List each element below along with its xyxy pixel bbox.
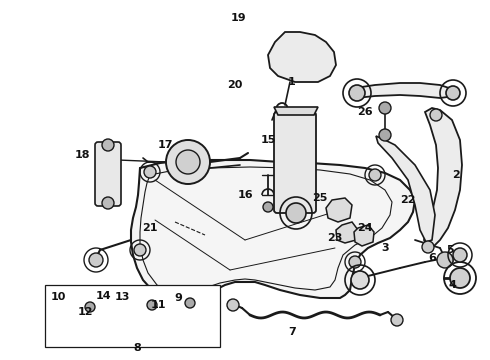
Text: 10: 10 [50,292,66,302]
Text: 19: 19 [230,13,246,23]
Circle shape [144,166,156,178]
Text: 1: 1 [288,77,296,87]
Circle shape [437,252,453,268]
Text: 14: 14 [95,291,111,301]
Circle shape [185,298,195,308]
Bar [45,285,220,347]
Text: 15: 15 [260,135,276,145]
Circle shape [439,253,453,267]
Circle shape [176,150,200,174]
Text: 11: 11 [150,300,166,310]
Text: 12: 12 [77,307,93,317]
Circle shape [391,314,403,326]
Polygon shape [354,225,374,246]
Text: 26: 26 [357,107,373,117]
FancyBboxPatch shape [274,112,316,213]
Circle shape [450,268,470,288]
Text: 25: 25 [312,193,328,203]
Polygon shape [336,222,358,243]
Circle shape [446,86,460,100]
Polygon shape [376,136,435,242]
Text: 16: 16 [237,190,253,200]
Polygon shape [326,198,352,222]
Polygon shape [274,107,318,115]
Circle shape [166,140,210,184]
Text: 24: 24 [357,223,373,233]
Circle shape [147,300,157,310]
Text: 13: 13 [114,292,130,302]
Polygon shape [131,160,415,300]
Circle shape [102,139,114,151]
Circle shape [349,256,361,268]
Text: 21: 21 [142,223,158,233]
Circle shape [134,244,146,256]
Text: 9: 9 [174,293,182,303]
Circle shape [227,299,239,311]
Polygon shape [355,83,455,98]
Circle shape [89,253,103,267]
Text: 2: 2 [452,170,460,180]
Polygon shape [424,108,462,248]
Text: 23: 23 [327,233,343,243]
Circle shape [422,241,434,253]
Text: 7: 7 [288,327,296,337]
Polygon shape [268,32,336,82]
Text: 20: 20 [227,80,243,90]
Circle shape [102,197,114,209]
Circle shape [379,129,391,141]
FancyBboxPatch shape [95,142,121,206]
Circle shape [453,248,467,262]
Text: 22: 22 [400,195,416,205]
Circle shape [286,203,306,223]
Circle shape [379,102,391,114]
Text: 3: 3 [381,243,389,253]
Text: 6: 6 [428,253,436,263]
Text: 17: 17 [157,140,173,150]
Circle shape [263,202,273,212]
Circle shape [85,302,95,312]
Text: 8: 8 [133,343,141,353]
Circle shape [430,109,442,121]
Text: 4: 4 [448,280,456,290]
Circle shape [369,169,381,181]
Text: 18: 18 [74,150,90,160]
Circle shape [349,85,365,101]
Text: 5: 5 [446,245,454,255]
Circle shape [351,271,369,289]
